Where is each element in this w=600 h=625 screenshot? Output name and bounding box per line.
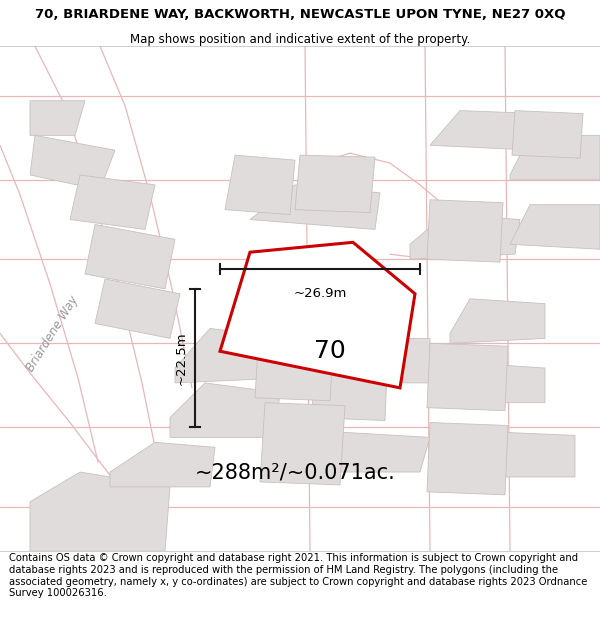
Text: 70: 70 [314, 339, 346, 363]
Text: ~22.5m: ~22.5m [175, 331, 187, 385]
Polygon shape [225, 155, 295, 214]
Polygon shape [310, 338, 430, 383]
Text: Map shows position and indicative extent of the property.: Map shows position and indicative extent… [130, 33, 470, 46]
Text: ~26.9m: ~26.9m [293, 287, 347, 300]
Polygon shape [240, 249, 370, 304]
Polygon shape [30, 101, 85, 136]
Text: 70, BRIARDENE WAY, BACKWORTH, NEWCASTLE UPON TYNE, NE27 0XQ: 70, BRIARDENE WAY, BACKWORTH, NEWCASTLE … [35, 8, 565, 21]
Polygon shape [410, 214, 520, 259]
Polygon shape [70, 175, 155, 229]
Polygon shape [255, 314, 335, 401]
Polygon shape [427, 422, 508, 495]
Polygon shape [85, 224, 175, 289]
Polygon shape [450, 299, 545, 343]
Polygon shape [512, 111, 583, 158]
Polygon shape [295, 155, 375, 212]
Polygon shape [0, 46, 160, 551]
Polygon shape [30, 472, 170, 551]
Polygon shape [30, 136, 115, 190]
Polygon shape [312, 343, 388, 421]
Polygon shape [510, 204, 600, 249]
Polygon shape [310, 432, 430, 472]
Polygon shape [170, 383, 280, 438]
Text: Contains OS data © Crown copyright and database right 2021. This information is : Contains OS data © Crown copyright and d… [9, 554, 587, 598]
Polygon shape [455, 363, 545, 403]
Polygon shape [220, 242, 415, 388]
Polygon shape [427, 200, 503, 262]
Text: Briardene Way: Briardene Way [23, 293, 80, 374]
Polygon shape [0, 145, 98, 551]
Text: ~288m²/~0.071ac.: ~288m²/~0.071ac. [194, 462, 395, 482]
Polygon shape [95, 279, 180, 338]
Polygon shape [510, 136, 600, 180]
Polygon shape [260, 402, 345, 485]
Polygon shape [490, 432, 575, 477]
Polygon shape [250, 185, 380, 229]
Polygon shape [175, 329, 290, 383]
Polygon shape [110, 442, 215, 487]
Polygon shape [427, 343, 508, 411]
Polygon shape [430, 111, 540, 150]
